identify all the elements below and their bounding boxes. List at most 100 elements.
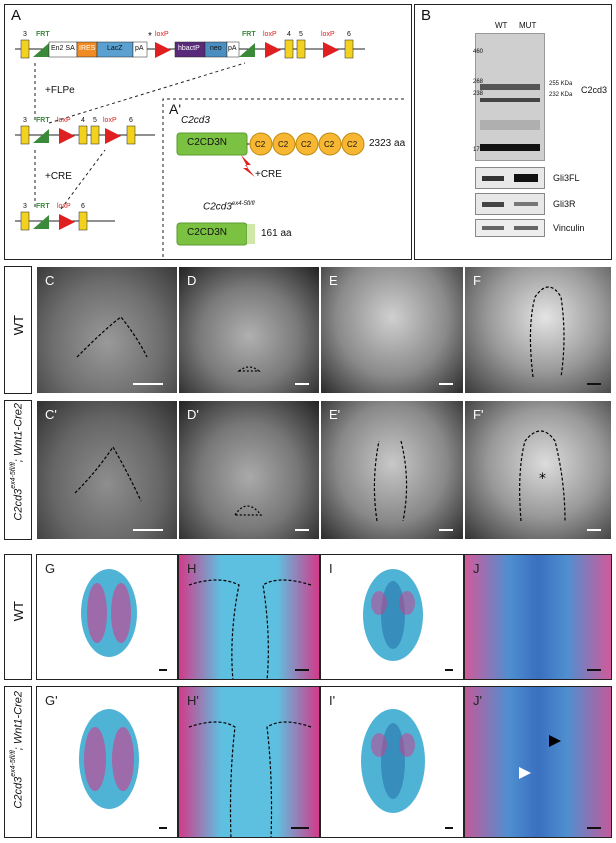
pa-box-1 bbox=[132, 41, 148, 58]
marker-238: 238 bbox=[473, 91, 484, 97]
photo-j-prime-label: J' bbox=[473, 693, 482, 708]
panel-b: B WT MUT 460 268 238 171 255 KDa 232 KDa… bbox=[414, 4, 612, 260]
photo-d-contour bbox=[237, 366, 261, 372]
photo-h: H bbox=[178, 554, 320, 680]
photo-f-contour bbox=[529, 286, 565, 378]
exon-5-label-mid: 5 bbox=[93, 117, 97, 124]
c2-label-3: C2 bbox=[301, 140, 312, 149]
exon-3-label-mid: 3 bbox=[23, 117, 27, 124]
photo-j-prime-arrows bbox=[519, 735, 561, 779]
loxp-label-3: loxP bbox=[321, 31, 335, 38]
photo-e-prime-contour bbox=[373, 440, 408, 522]
gli3fl-band-wt bbox=[482, 176, 504, 181]
scale-bar-f bbox=[587, 383, 601, 385]
photo-c-prime-label: C' bbox=[45, 407, 57, 422]
protein-full-domain-label: C2CD3N bbox=[187, 137, 228, 148]
band-faint bbox=[480, 120, 540, 130]
scale-bar-d bbox=[295, 383, 309, 385]
vinculin-band-wt bbox=[482, 226, 504, 230]
panel-a-label: A bbox=[11, 7, 22, 24]
c2-domain-1 bbox=[249, 132, 273, 156]
gli3r-band-wt bbox=[482, 202, 504, 207]
exon-3-label: 3 bbox=[23, 31, 27, 38]
photo-h-contour bbox=[188, 579, 312, 679]
exon-6-label: 6 bbox=[347, 31, 351, 38]
white-arrowhead-icon bbox=[519, 767, 531, 779]
en2-sa-label: En2 SA bbox=[51, 45, 75, 52]
photo-i: I bbox=[320, 554, 464, 680]
photo-i-prime-label: I' bbox=[329, 693, 336, 708]
exon-6-label-mid: 6 bbox=[129, 117, 133, 124]
scale-bar-f-prime bbox=[587, 529, 601, 531]
scale-bar-g bbox=[159, 669, 167, 671]
photo-f-prime-label: F' bbox=[473, 407, 484, 422]
vinculin-band-mut bbox=[514, 226, 538, 230]
row-label-mut-2-text: C2cd3ex4-5fl/fl; Wnt1-Cre2 bbox=[10, 691, 25, 809]
pa-box-2 bbox=[226, 41, 240, 58]
loxp-label-bot: loxP bbox=[57, 203, 71, 210]
row-label-wt-2: WT bbox=[4, 554, 32, 680]
photo-d-label: D bbox=[187, 273, 197, 288]
row-label-mut-1-text: C2cd3ex4-5fl/fl; Wnt1-Cre2 bbox=[10, 403, 25, 521]
pa-label-2: pA bbox=[228, 45, 237, 52]
frt-triangle bbox=[33, 43, 49, 57]
photo-d-prime-label: D' bbox=[187, 407, 199, 422]
photo-g: G bbox=[36, 554, 178, 680]
gli3fl-label: Gli3FL bbox=[553, 173, 580, 183]
photo-f: F bbox=[464, 266, 612, 394]
row-label-mut-1-sup: ex4-5fl/fl bbox=[10, 462, 17, 489]
photo-d: D bbox=[178, 266, 320, 394]
protein-trunc-gene: C2cd3 bbox=[203, 201, 232, 213]
photo-g-prime: G' bbox=[36, 686, 178, 838]
gli3r-label: Gli3R bbox=[553, 199, 576, 209]
gli3r-band-mut bbox=[514, 202, 538, 206]
photo-g-prime-label: G' bbox=[45, 693, 58, 708]
western-blot-gli3fl bbox=[475, 167, 545, 189]
skull-i bbox=[363, 569, 423, 661]
photo-d-prime: D' bbox=[178, 400, 320, 540]
exon-6-box-bot bbox=[78, 211, 88, 231]
cre-label-2: +CRE bbox=[255, 169, 282, 180]
panel-b-label: B bbox=[421, 7, 432, 24]
c2-label-1: C2 bbox=[255, 140, 266, 149]
band-low bbox=[480, 144, 540, 151]
row-label-wt-1-text: WT bbox=[11, 315, 26, 336]
frt-triangle-mid bbox=[33, 129, 49, 143]
c2-label-2: C2 bbox=[278, 140, 289, 149]
loxp-triangle-mid-1 bbox=[59, 128, 75, 144]
scale-bar-j-prime bbox=[587, 827, 601, 829]
exon-4-label: 4 bbox=[287, 31, 291, 38]
scale-bar-c bbox=[133, 383, 163, 385]
loxp-triangle-mid-2 bbox=[105, 128, 121, 144]
ires-label: IRES bbox=[79, 45, 96, 52]
c2-label-4: C2 bbox=[324, 140, 335, 149]
neo-label: neo bbox=[210, 45, 222, 52]
scale-bar-h bbox=[295, 669, 309, 671]
frt-label-1: FRT bbox=[36, 31, 50, 38]
cre-lightning-icon bbox=[241, 155, 255, 177]
photo-h-prime: H' bbox=[178, 686, 320, 838]
photo-e: E bbox=[320, 266, 464, 394]
scale-bar-j bbox=[587, 669, 601, 671]
western-blot-c2cd3 bbox=[475, 33, 545, 161]
row-label-wt-2-text: WT bbox=[11, 601, 26, 622]
row-label-mut-2-gene: C2cd3 bbox=[12, 776, 25, 809]
c2-domain-3 bbox=[295, 132, 319, 156]
loxp-label-mid-1: loxP bbox=[57, 117, 71, 124]
c2cd3-blot-label: C2cd3 bbox=[581, 85, 608, 95]
skull-g bbox=[81, 569, 137, 657]
loxp-label-mid-2: loxP bbox=[103, 117, 117, 124]
loxp-triangle-2 bbox=[265, 42, 281, 58]
exon-4-label-mid: 4 bbox=[81, 117, 85, 124]
exon-6-box-mid bbox=[126, 125, 136, 145]
exon-5-box bbox=[296, 39, 306, 59]
photo-e-prime: E' bbox=[320, 400, 464, 540]
skull-i-prime bbox=[361, 709, 425, 813]
photo-c-prime-contour bbox=[74, 445, 142, 502]
photo-c-label: C bbox=[45, 273, 55, 288]
hbactp-label: hbactP bbox=[178, 45, 200, 52]
frt-triangle-2 bbox=[239, 43, 255, 57]
photo-e-prime-label: E' bbox=[329, 407, 341, 422]
frt-label-2: FRT bbox=[242, 31, 256, 38]
kda-232-label: 232 KDa bbox=[549, 92, 573, 98]
